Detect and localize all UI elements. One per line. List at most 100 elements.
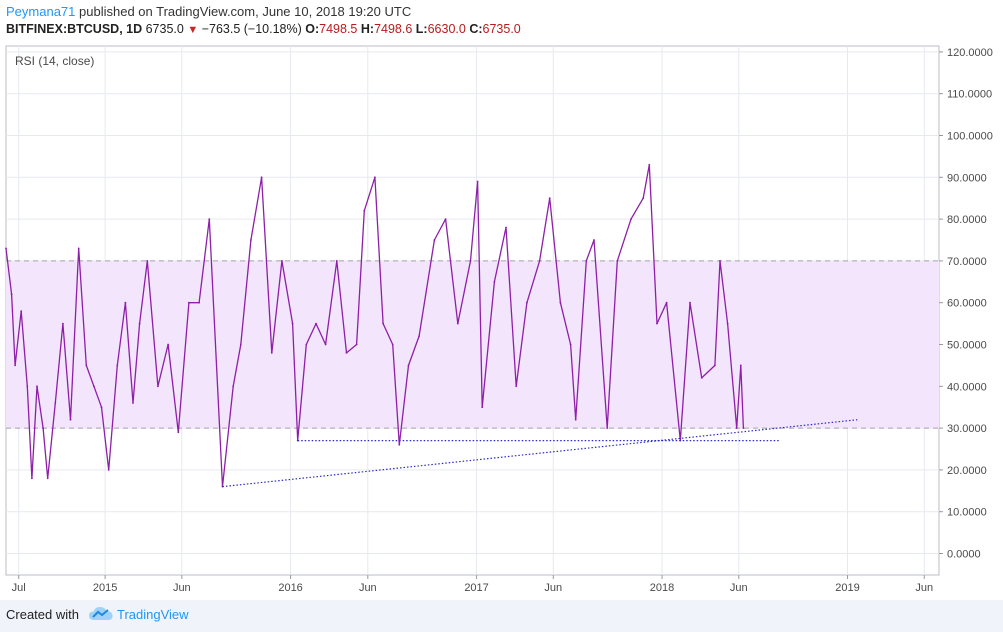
rsi-point (574, 418, 577, 421)
rsi-point (538, 260, 541, 262)
rsi-point (31, 477, 33, 480)
rsi-point (132, 402, 134, 404)
author-link[interactable]: Peymana71 (6, 4, 76, 19)
rsi-point (569, 343, 572, 346)
rsi-point (407, 364, 410, 367)
rsi-point (20, 310, 23, 312)
high-value: 7498.6 (374, 22, 413, 36)
chart-header: Peymana71 published on TradingView.com, … (0, 0, 1003, 42)
rsi-point (665, 301, 668, 304)
rsi-point (739, 364, 742, 367)
open-label: O: (305, 22, 320, 36)
open-value: 7498.5 (319, 22, 358, 36)
x-tick-label: 2019 (835, 582, 859, 594)
rsi-point (585, 260, 588, 262)
rsi-point (107, 469, 110, 471)
rsi-point (606, 427, 609, 429)
x-tick-label: Jun (730, 582, 748, 594)
price-change: −763.5 (−10.18%) (201, 22, 302, 36)
rsi-point (548, 197, 551, 200)
tradingview-brand[interactable]: TradingView (117, 607, 189, 622)
x-tick-label: Jun (915, 582, 933, 594)
rsi-point (444, 218, 447, 221)
tradingview-cloud-icon[interactable] (88, 605, 114, 623)
rsi-point (700, 377, 703, 379)
rsi-point (85, 364, 88, 367)
rsi-point (433, 239, 436, 241)
rsi-point (100, 406, 103, 409)
rsi-point (239, 343, 242, 346)
rsi-point (270, 352, 273, 354)
created-with-text: Created with (6, 607, 79, 622)
chart-area[interactable]: Jul 2015 Jun 2016 Jun 2017 Jun 2018 Jun 2019 Jun 12… (0, 42, 1003, 600)
y-tick-label: 80.0000 (947, 214, 987, 226)
y-tick-label: 50.0000 (947, 340, 987, 352)
footer: Created with TradingView (0, 600, 1003, 632)
rsi-point (418, 335, 420, 337)
rsi-point (616, 260, 619, 262)
rsi-point (493, 280, 496, 283)
publish-line: Peymana71 published on TradingView.com, … (6, 4, 411, 19)
rsi-point (116, 364, 119, 367)
rsi-point (689, 301, 691, 304)
rsi-point (476, 180, 479, 183)
rising-trendline (222, 419, 858, 488)
rsi-point (656, 322, 658, 325)
y-tick-label: 110.0000 (947, 89, 992, 101)
y-tick-label: 0.0000 (947, 549, 981, 561)
rsi-chart[interactable]: Jul 2015 Jun 2016 Jun 2017 Jun 2018 Jun 2019 Jun 12… (0, 42, 1003, 600)
rsi-point (559, 301, 562, 304)
rsi-point (54, 402, 57, 404)
rsi-point (42, 427, 44, 429)
rsi-point (36, 385, 38, 388)
rsi-point (250, 239, 252, 241)
rsi-point (481, 406, 484, 409)
rsi-point (398, 443, 401, 446)
rsi-point (177, 431, 180, 434)
x-tick-label: 2017 (464, 582, 488, 594)
x-tick-label: Jul (12, 582, 26, 594)
rsi-point (345, 352, 348, 354)
rsi-point (324, 343, 327, 346)
rsi-point (363, 209, 366, 212)
high-label: H: (360, 22, 375, 36)
rsi-point (281, 260, 283, 262)
rsi-point (505, 226, 507, 229)
rsi-point (14, 364, 16, 367)
rsi-point (138, 322, 141, 325)
rsi-point (232, 385, 235, 388)
rsi-point (124, 301, 127, 304)
rsi-point (305, 343, 308, 346)
rsi-point (77, 247, 80, 250)
rsi-point (726, 322, 729, 325)
rsi-point (742, 427, 745, 429)
rsi-point (630, 218, 632, 221)
symbol-line: BITFINEX:BTCUSD, 1D 6735.0 ▼ −763.5 (−10… (6, 22, 521, 36)
y-tick-label: 90.0000 (947, 172, 987, 184)
y-tick-label: 70.0000 (947, 256, 987, 268)
rsi-point (714, 364, 716, 367)
rsi-point (291, 322, 294, 325)
rsi-point (648, 163, 651, 166)
close-label: C: (469, 22, 483, 36)
rsi-point (10, 293, 13, 296)
y-tick-label: 20.0000 (947, 465, 987, 477)
low-value: 6630.0 (427, 22, 466, 36)
x-tick-label: Jun (544, 582, 562, 594)
y-tick-label: 30.0000 (947, 423, 987, 435)
last-price: 6735.0 (145, 22, 184, 36)
down-triangle-icon: ▼ (187, 24, 199, 36)
rsi-point (93, 385, 95, 388)
x-tick-label: 2016 (278, 582, 302, 594)
rsi-point (188, 301, 190, 304)
x-tick-label: Jun (173, 582, 191, 594)
rsi-point (593, 239, 595, 241)
rsi-point (335, 260, 338, 262)
y-tick-label: 60.0000 (947, 298, 987, 310)
rsi-point (146, 260, 149, 262)
rsi-band-fill (6, 260, 939, 429)
y-tick-label: 10.0000 (947, 507, 987, 519)
rsi-point (62, 322, 64, 325)
indicator-label: RSI (14, close) (15, 54, 94, 68)
rsi-point (208, 218, 211, 221)
